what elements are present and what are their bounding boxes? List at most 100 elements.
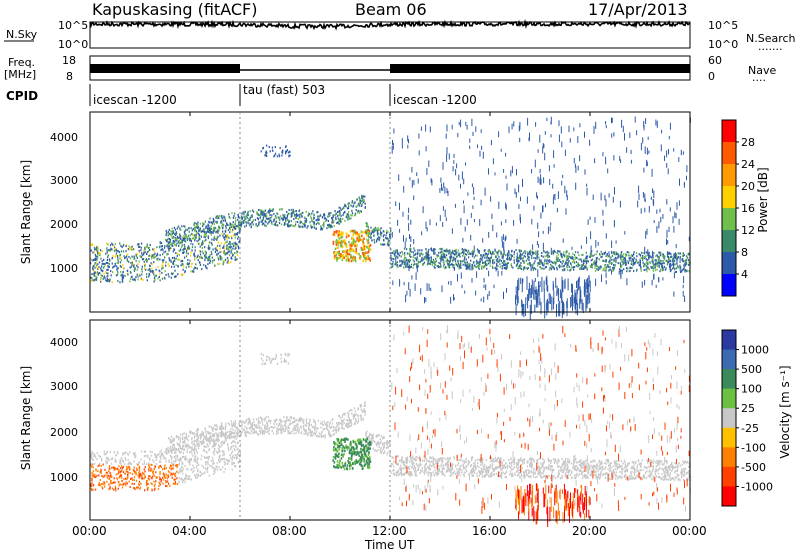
power-echo: [440, 251, 441, 253]
power-echo: [258, 209, 259, 211]
power-echo: [523, 304, 524, 317]
power-echo: [440, 258, 441, 263]
power-echo: [481, 298, 482, 301]
power-echo: [662, 214, 663, 219]
velocity-echo: [150, 468, 151, 470]
power-echo: [543, 177, 544, 183]
power-echo: [411, 264, 412, 266]
power-echo: [159, 270, 160, 272]
velocity-echo: [222, 466, 223, 468]
velocity-echo: [151, 455, 152, 457]
nsearch-tick-bottom: 10^0: [708, 38, 738, 51]
power-echo: [447, 260, 448, 262]
power-echo: [681, 150, 682, 155]
power-echo: [641, 270, 642, 272]
power-echo: [578, 259, 579, 261]
power-echo: [550, 267, 551, 269]
power-echo: [108, 249, 109, 251]
velocity-echo: [228, 459, 229, 461]
power-echo: [273, 220, 274, 222]
velocity-echo: [118, 465, 119, 467]
velocity-echo: [142, 472, 143, 474]
power-echo: [450, 257, 451, 259]
power-ytick-2000: 2000: [50, 218, 78, 231]
power-echo: [128, 261, 129, 263]
power-echo: [109, 263, 110, 265]
power-echo: [213, 218, 214, 220]
power-echo: [443, 261, 444, 263]
power-echo: [207, 263, 208, 265]
power-echo: [625, 253, 626, 255]
power-echo: [537, 196, 538, 199]
power-echo: [387, 238, 388, 240]
velocity-echo: [104, 486, 105, 488]
power-echo: [96, 246, 97, 248]
freq-tick-top: 18: [62, 54, 76, 67]
velocity-echo: [114, 482, 115, 484]
power-echo: [149, 265, 150, 267]
power-echo: [169, 233, 170, 235]
power-echo: [547, 280, 548, 291]
power-echo: [482, 238, 483, 242]
power-echo: [507, 264, 508, 269]
velocity-echo: [107, 472, 108, 474]
power-echo: [353, 231, 355, 234]
power-echo: [237, 219, 238, 221]
power-echo: [602, 260, 603, 262]
power-echo: [480, 259, 481, 263]
power-echo: [633, 259, 634, 263]
power-echo: [503, 242, 504, 249]
power-echo: [412, 180, 413, 187]
power-echo: [564, 255, 565, 257]
power-echo: [395, 259, 396, 266]
velocity-echo: [223, 471, 224, 473]
power-echo: [577, 303, 578, 315]
power-echo: [351, 260, 353, 263]
power-echo: [431, 178, 432, 182]
power-echo: [183, 266, 184, 268]
power-echo: [148, 247, 149, 249]
power-echo: [93, 265, 94, 267]
power-echo: [397, 261, 398, 263]
power-echo: [459, 256, 460, 258]
power-echo: [226, 222, 227, 224]
velocity-echo: [197, 462, 198, 464]
power-echo: [194, 255, 195, 257]
power-echo: [558, 254, 559, 256]
power-echo: [316, 223, 317, 225]
power-echo: [380, 234, 381, 236]
power-echo: [212, 262, 213, 264]
power-echo: [597, 251, 598, 253]
velocity-scatter: [90, 325, 691, 527]
power-echo: [490, 260, 491, 262]
power-echo: [238, 214, 239, 216]
power-echo: [611, 259, 612, 261]
power-echo: [614, 253, 615, 255]
power-echo: [598, 269, 599, 271]
power-echo: [656, 226, 657, 233]
velocity-echo: [220, 455, 221, 457]
power-echo: [659, 270, 660, 272]
power-echo: [281, 224, 282, 226]
power-echo: [99, 254, 100, 256]
power-echo: [227, 241, 228, 243]
velocity-echo: [231, 442, 232, 444]
power-echo: [268, 211, 269, 213]
power-echo: [128, 248, 129, 250]
power-echo: [587, 188, 588, 196]
power-echo: [682, 255, 683, 257]
power-echo: [298, 214, 299, 216]
velocity-echo: [187, 451, 188, 453]
velocity-echo: [125, 478, 126, 480]
power-echo: [406, 291, 407, 296]
power-echo: [102, 270, 103, 272]
power-echo: [142, 279, 143, 281]
power-echo: [561, 181, 562, 186]
power-echo: [320, 225, 321, 227]
power-echo: [306, 219, 307, 221]
power-echo: [579, 155, 580, 161]
velocity-echo: [97, 465, 98, 467]
power-echo: [347, 256, 349, 259]
power-echo: [511, 263, 512, 265]
power-echo: [402, 145, 403, 148]
